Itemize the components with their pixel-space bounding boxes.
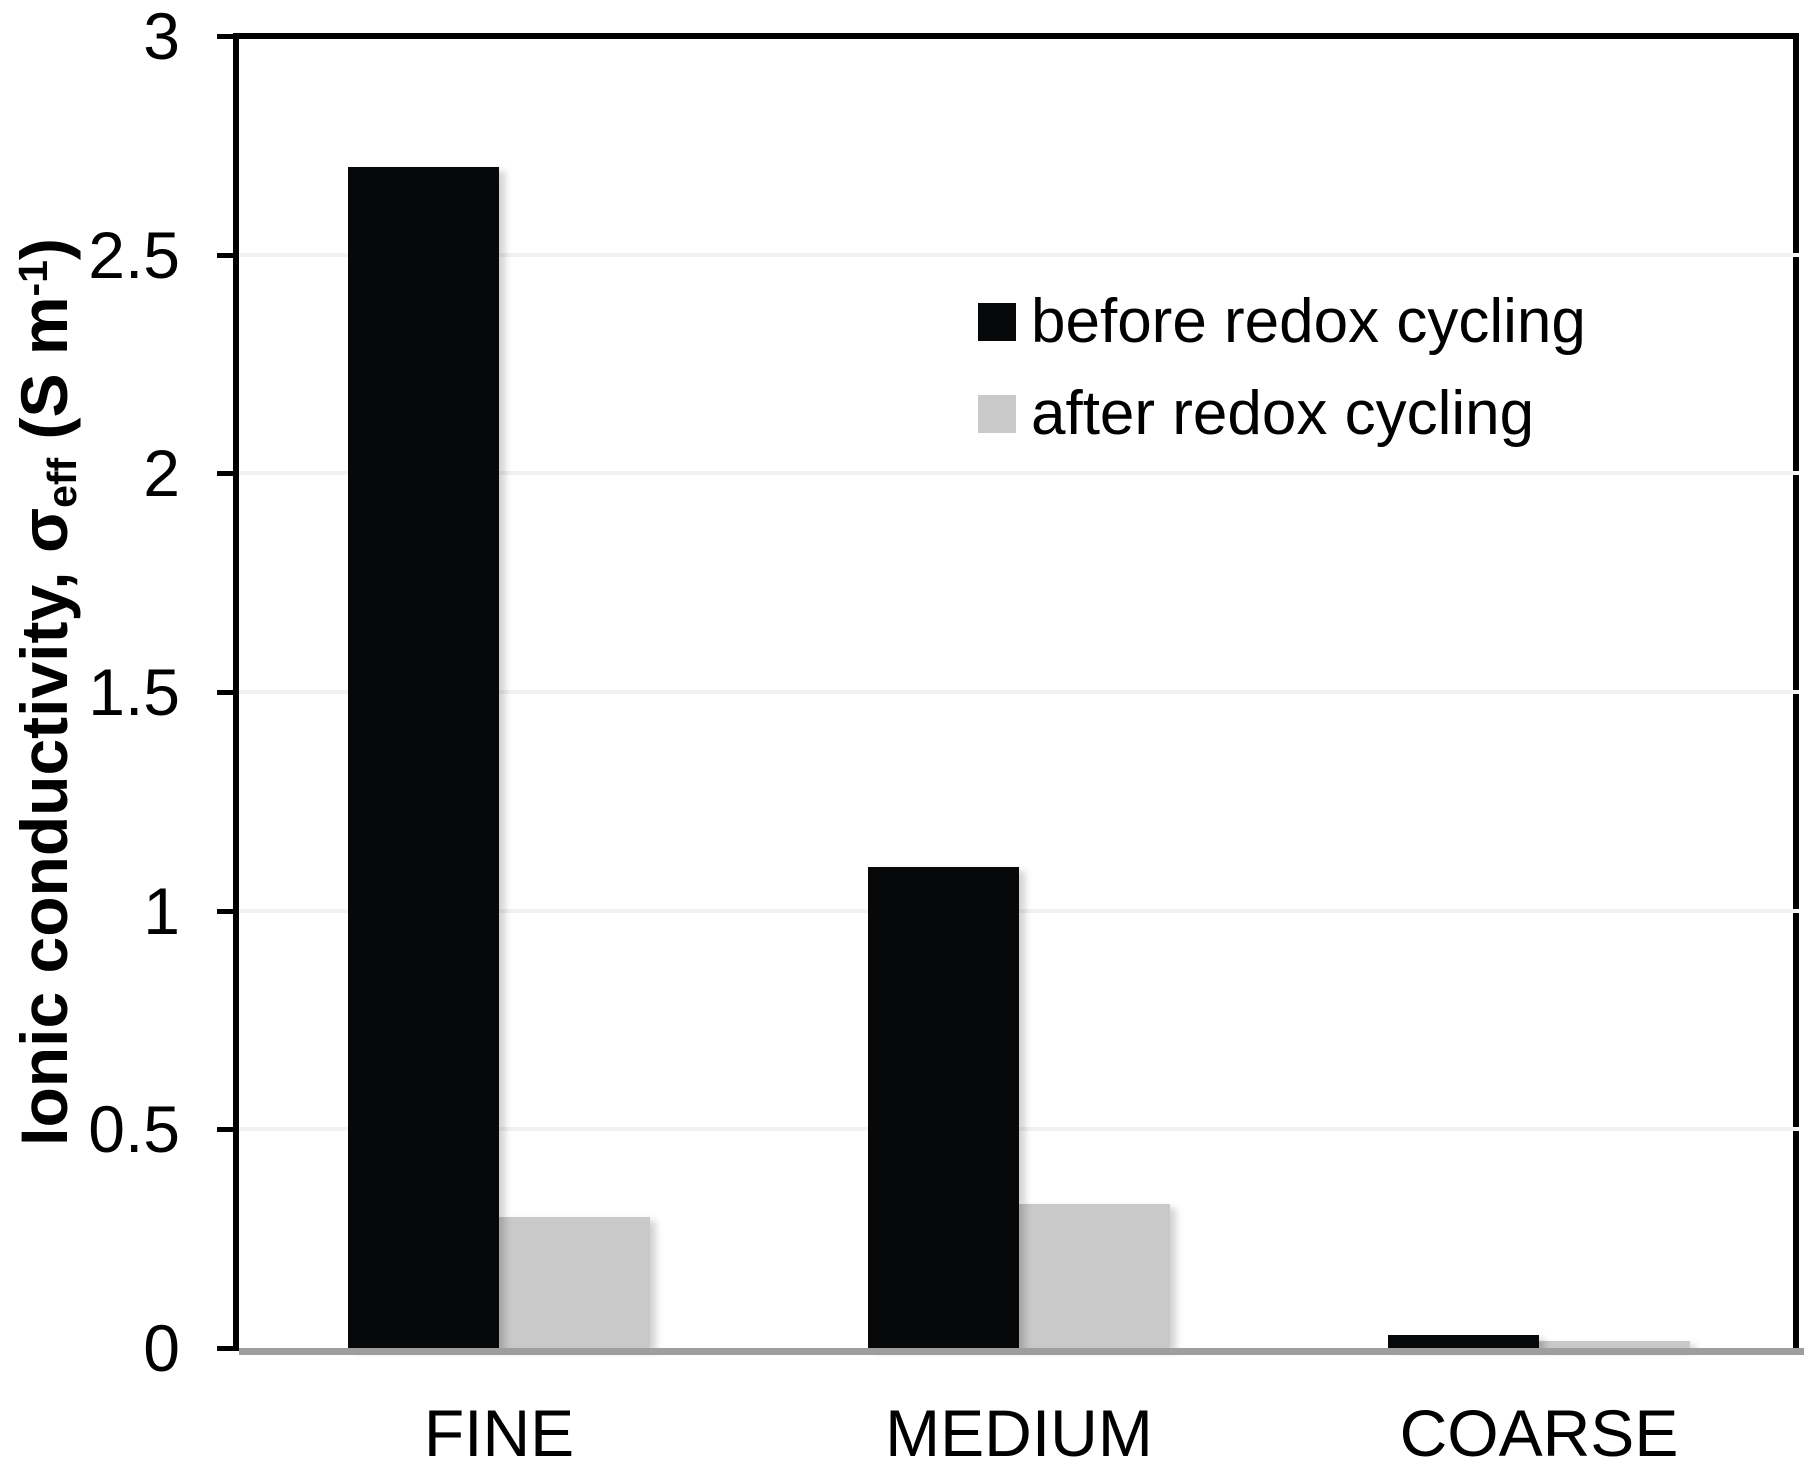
y-axis-title-units-close: ) — [7, 238, 81, 261]
x-axis-baseline — [239, 1348, 1804, 1355]
legend-item-after: after redox cycling — [978, 379, 1586, 448]
y-tick-mark-2 — [217, 471, 239, 477]
bar-fine-after — [499, 1216, 650, 1348]
x-tick-label-coarse: COARSE — [1399, 1396, 1679, 1470]
legend: before redox cycling after redox cycling — [978, 287, 1586, 478]
y-tick-mark-0 — [217, 1346, 239, 1351]
gridline-1 — [239, 908, 1799, 913]
x-tick-label-medium: MEDIUM — [885, 1396, 1153, 1470]
y-tick-label-1: 1 — [143, 873, 180, 948]
bar-medium-before — [868, 866, 1019, 1348]
gridline-0.5 — [239, 1127, 1799, 1132]
bar-coarse-before — [1388, 1334, 1539, 1348]
y-tick-mark-3 — [217, 34, 239, 39]
legend-swatch-before — [978, 303, 1016, 341]
y-tick-label-0: 0 — [143, 1311, 180, 1385]
bar-coarse-after — [1539, 1341, 1690, 1348]
legend-swatch-after — [978, 395, 1016, 433]
legend-item-before: before redox cycling — [978, 287, 1586, 356]
y-axis-title-subscript: eff — [39, 457, 85, 508]
x-tick-label-fine: FINE — [423, 1396, 575, 1470]
y-tick-mark-0.5 — [217, 1127, 239, 1133]
y-tick-mark-1 — [217, 908, 239, 914]
legend-label-before: before redox cycling — [1031, 287, 1586, 356]
y-tick-label-3: 3 — [143, 0, 180, 73]
y-tick-mark-2.5 — [217, 252, 239, 258]
gridline-2 — [239, 471, 1799, 476]
y-axis-title-superscript: -1 — [9, 260, 56, 297]
legend-label-after: after redox cycling — [1031, 379, 1535, 448]
gridline-2.5 — [239, 252, 1799, 257]
y-tick-label-0.5: 0.5 — [88, 1092, 180, 1167]
y-axis-title-text: Ionic conductivity, σ — [7, 507, 81, 1146]
y-axis-title-units-open: (S m — [7, 296, 81, 458]
y-tick-label-2.5: 2.5 — [88, 217, 180, 292]
gridline-1.5 — [239, 690, 1799, 694]
y-tick-mark-1.5 — [217, 690, 239, 695]
bar-medium-after — [1019, 1203, 1170, 1348]
y-axis-title: Ionic conductivity, σeff (S m-1) — [6, 238, 85, 1146]
y-tick-label-2: 2 — [143, 436, 180, 511]
bar-fine-before — [348, 167, 499, 1348]
y-tick-label-1.5: 1.5 — [88, 655, 180, 729]
